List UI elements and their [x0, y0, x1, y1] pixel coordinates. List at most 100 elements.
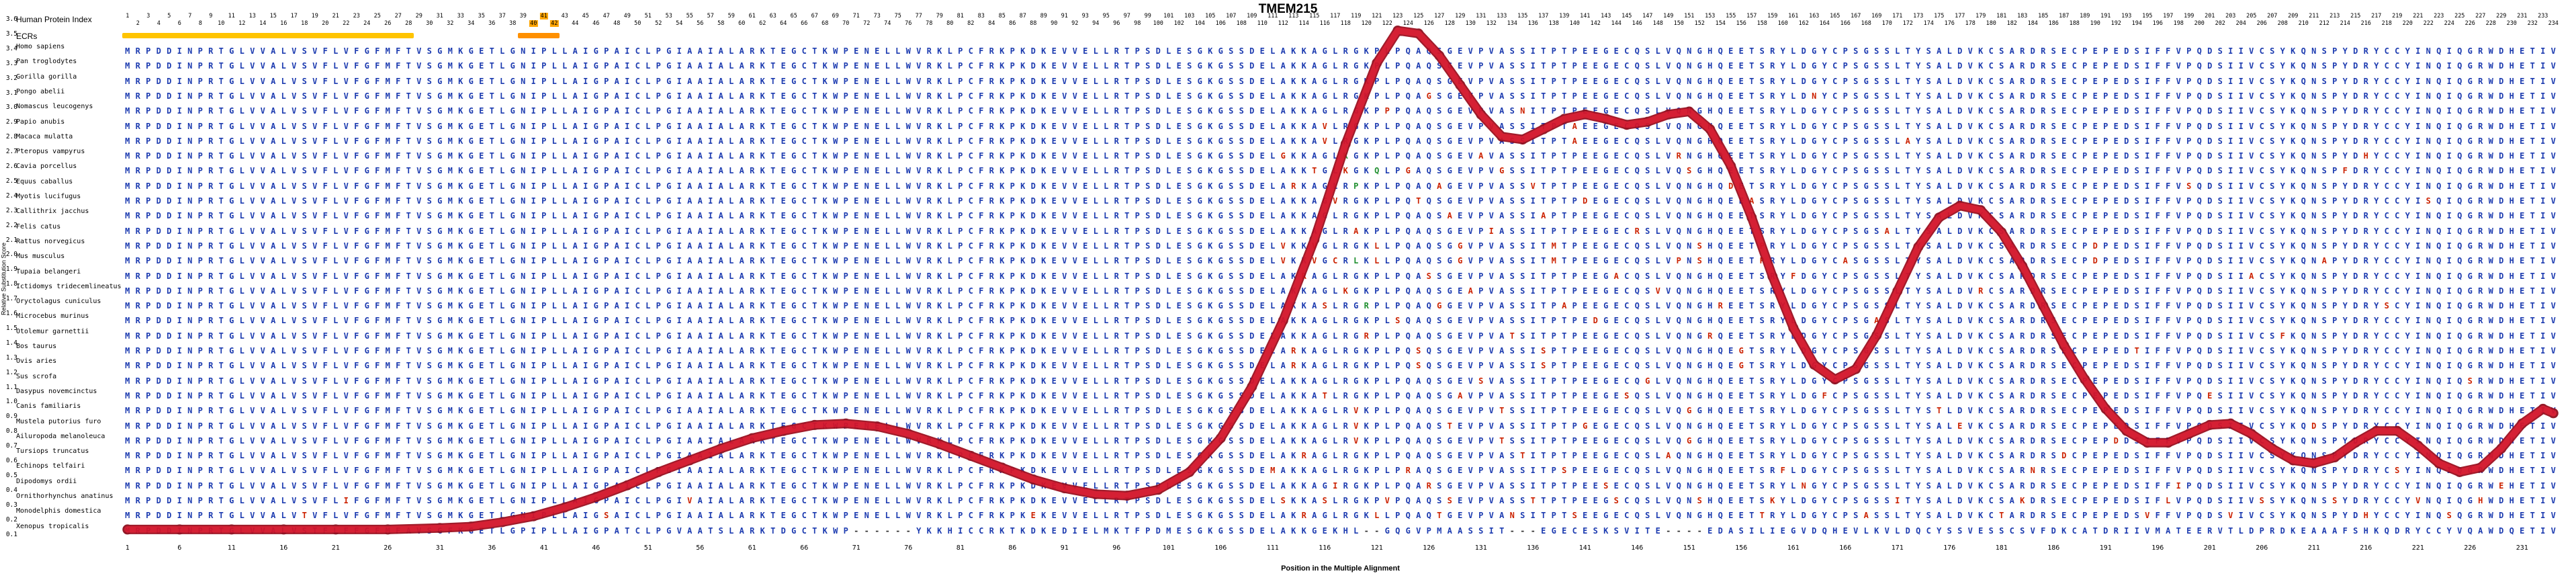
position-number: 101	[1163, 13, 1174, 19]
position-number: 62	[759, 20, 766, 27]
y-tick-label: 0.1	[5, 530, 17, 538]
position-number: 88	[1030, 20, 1037, 27]
position-number: 211	[2309, 13, 2319, 19]
y-tick-label: 0.8	[5, 427, 17, 435]
x-tick-label: 131	[1474, 544, 1487, 552]
x-tick-label: 91	[1060, 544, 1069, 552]
position-numbers-even-row: 2 4 6 8 10 12 14 16 18 20 22 24 26 28 30 32 34 36 38 40 42 44…	[0, 20, 2576, 28]
position-number: 144	[1611, 20, 1622, 27]
position-number: 70	[842, 20, 850, 27]
position-number: 46	[592, 20, 600, 27]
position-number: 5	[167, 13, 171, 19]
y-tick-label: 2.9	[5, 118, 17, 126]
position-number: 205	[2246, 13, 2257, 19]
position-number: 95	[1102, 13, 1110, 19]
position-number: 55	[686, 13, 693, 19]
x-tick-label: 76	[904, 544, 913, 552]
x-tick-label: 196	[2151, 544, 2164, 552]
species-label: Dipodomys ordii	[16, 477, 77, 485]
position-number: 106	[1215, 20, 1226, 27]
y-tick-label: 1.3	[5, 353, 17, 362]
position-number: 16	[280, 20, 287, 27]
y-tick-label: 2.5	[5, 177, 17, 185]
position-number: 105	[1205, 13, 1216, 19]
position-number: 152	[1694, 20, 1705, 27]
position-number: 214	[2340, 20, 2350, 27]
species-label: Ornithorhynchus anatinus	[16, 493, 114, 500]
position-number: 48	[613, 20, 621, 27]
position-number: 28	[405, 20, 412, 27]
position-number: 148	[1652, 20, 1663, 27]
position-number: 71	[852, 13, 860, 19]
species-label: Microcebus murinus	[16, 312, 89, 321]
position-number: 75	[894, 13, 901, 19]
position-number: 223	[2434, 13, 2444, 19]
position-number: 192	[2111, 20, 2121, 27]
species-label: Equus caballus	[16, 177, 73, 185]
position-number: 215	[2350, 13, 2361, 19]
position-number: 93	[1081, 13, 1089, 19]
position-number: 143	[1601, 13, 1611, 19]
species-label: Nomascus leucogenys	[16, 103, 93, 111]
x-tick-label: 31	[435, 544, 444, 552]
species-label: Tursiops truncatus	[16, 448, 89, 456]
position-number: 140	[1569, 20, 1580, 27]
y-tick-label: 2.4	[5, 192, 17, 200]
x-tick-label: 231	[2516, 544, 2528, 552]
x-tick-label: 16	[279, 544, 288, 552]
position-number: 201	[2205, 13, 2215, 19]
position-number: 134	[1507, 20, 1517, 27]
position-number: 124	[1403, 20, 1413, 27]
position-number: 107	[1226, 13, 1237, 19]
position-number: 135	[1517, 13, 1528, 19]
position-number: 4	[157, 20, 161, 27]
species-label: Oryctolagus cuniculus	[16, 298, 101, 306]
position-number: 24	[363, 20, 371, 27]
position-number: 155	[1726, 13, 1736, 19]
position-number: 199	[2184, 13, 2194, 19]
position-number: 122	[1382, 20, 1392, 27]
position-number: 65	[790, 13, 797, 19]
species-label: Macaca mulatta	[16, 132, 73, 140]
position-number: 233	[2538, 13, 2548, 19]
position-number: 32	[447, 20, 454, 27]
y-tick-label: 1.6	[5, 310, 17, 317]
position-number: 150	[1673, 20, 1684, 27]
position-number: 129	[1455, 13, 1466, 19]
position-number: 45	[582, 13, 589, 19]
position-number: 185	[2038, 13, 2049, 19]
position-number: 219	[2392, 13, 2403, 19]
position-number: 100	[1153, 20, 1163, 27]
position-number: 191	[2100, 13, 2111, 19]
y-tick-label: 1.9	[5, 265, 17, 274]
position-number: 7	[188, 13, 192, 19]
position-numbers-odd-row: 1 3 5 7 9 11 13 15 17 19 21 23 25 27 29 31 33 35 37 39 41 43 4…	[0, 13, 2576, 20]
position-number: 184	[2027, 20, 2038, 27]
position-number: 1	[126, 13, 130, 19]
position-number: 42	[550, 20, 559, 27]
species-label: Myotis lucifugus	[16, 193, 81, 200]
x-tick-label: 171	[1891, 544, 1904, 552]
x-tick-label: 1	[125, 544, 130, 552]
position-number: 173	[1913, 13, 1924, 19]
position-number: 68	[821, 20, 829, 27]
x-tick-label: 121	[1370, 544, 1383, 552]
position-number: 190	[2090, 20, 2100, 27]
species-label: Monodelphis domestica	[16, 507, 101, 515]
position-number: 208	[2277, 20, 2288, 27]
position-number: 210	[2298, 20, 2309, 27]
position-number: 103	[1184, 13, 1195, 19]
position-number: 146	[1632, 20, 1642, 27]
x-tick-label: 201	[2203, 544, 2216, 552]
position-number: 188	[2069, 20, 2080, 27]
y-tick-label: 0.3	[5, 501, 17, 509]
ecrs-label: ECRs	[16, 32, 38, 41]
